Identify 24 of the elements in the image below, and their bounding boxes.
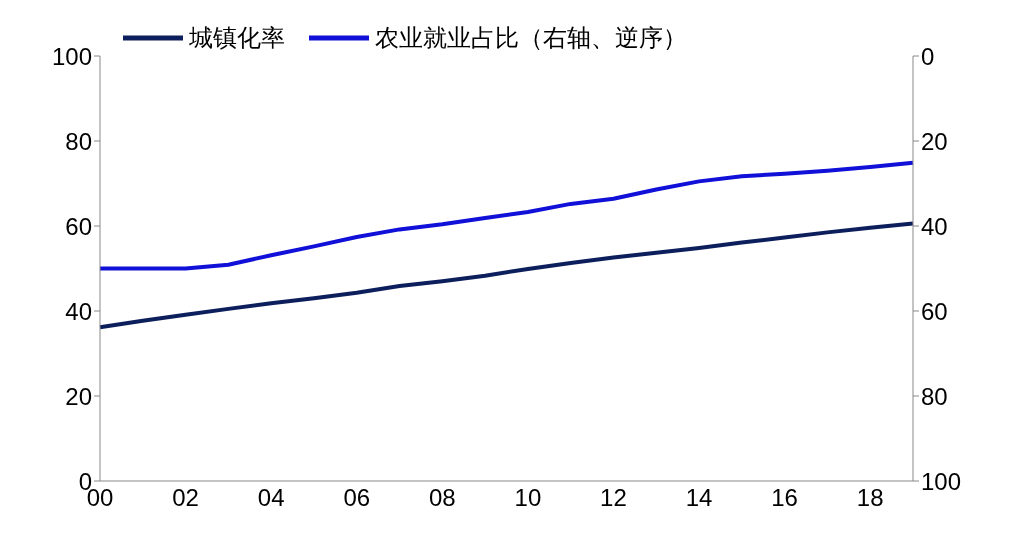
- x-tick-label: 04: [257, 484, 285, 512]
- line-series: [98, 221, 915, 330]
- x-tick-label: 10: [514, 484, 542, 512]
- x-tick-label: 16: [771, 484, 798, 512]
- x-tick-label: 08: [428, 484, 456, 512]
- y-tick-label: 60: [65, 212, 92, 240]
- y-tick-label: 20: [65, 382, 92, 410]
- line-series: [98, 160, 915, 271]
- y-tick-label: 80: [65, 127, 92, 155]
- legend-label: 农业就业占比（右轴、逆序）: [375, 23, 687, 53]
- y2-tick-label: 100: [921, 467, 962, 495]
- x-tick-label: 06: [343, 484, 371, 512]
- y2-tick-label: 0: [921, 42, 935, 70]
- x-tick-label: 02: [172, 484, 199, 512]
- legend-label: 城镇化率: [189, 23, 285, 53]
- y2-tick-label: 40: [921, 212, 948, 240]
- y-tick-label: 100: [51, 42, 92, 70]
- x-tick-label: 18: [856, 484, 884, 512]
- y-tick-label: 40: [65, 297, 92, 325]
- x-tick-label: 14: [685, 484, 713, 512]
- y2-tick-label: 80: [921, 382, 948, 410]
- x-tick-label: 12: [600, 484, 627, 512]
- y2-tick-label: 60: [921, 297, 948, 325]
- y2-tick-label: 20: [921, 127, 948, 155]
